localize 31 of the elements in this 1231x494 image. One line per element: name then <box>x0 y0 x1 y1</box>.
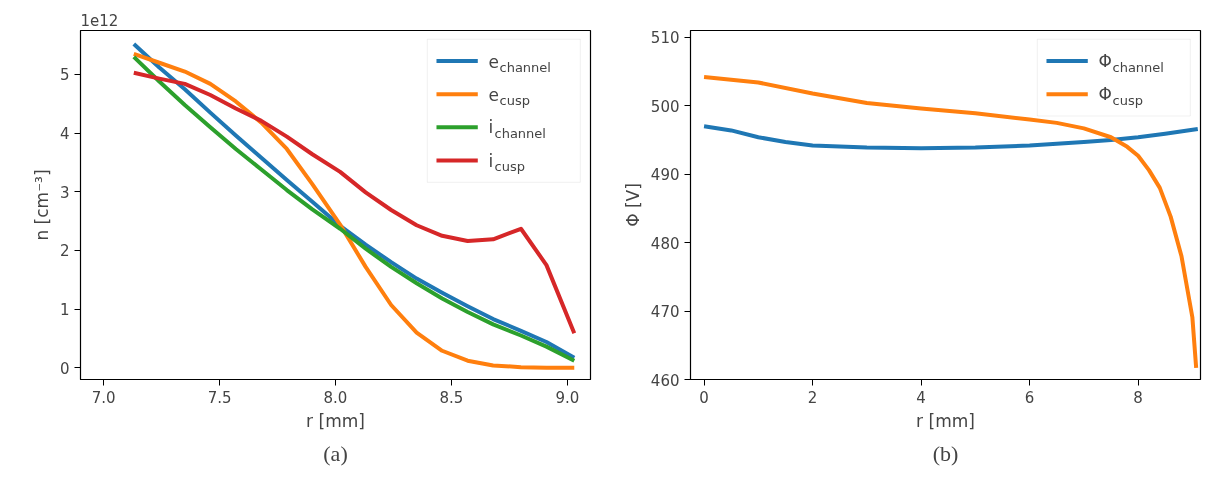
x-axis-title: r [mm] <box>306 410 365 431</box>
x-axis-title: r [mm] <box>916 410 975 431</box>
y-axis-title: n [cm⁻³] <box>31 169 52 241</box>
text: 1e12 <box>80 11 119 30</box>
x-tick-label: 7.0 <box>91 388 116 407</box>
y-axis-title: Φ [V] <box>622 183 643 227</box>
y-tick-label: 4 <box>59 125 70 144</box>
y-tick-label: 5 <box>59 66 70 85</box>
y-tick-label: 0 <box>59 359 70 378</box>
x-tick-label: 8.5 <box>439 388 464 407</box>
y-tick-label: 480 <box>650 234 680 253</box>
y-tick-label: 1 <box>59 301 70 320</box>
x-tick-label: 4 <box>916 388 926 407</box>
y-tick-label: 490 <box>650 166 680 185</box>
x-tick-label: 8.0 <box>323 388 348 407</box>
y-tick-label: 470 <box>650 303 680 322</box>
x-tick-label: 7.5 <box>207 388 232 407</box>
line-series <box>702 75 1199 370</box>
y-tick-label: 2 <box>59 242 70 261</box>
text: (b) <box>932 440 959 466</box>
y-tick-label: 510 <box>650 29 680 48</box>
x-tick-label: 6 <box>1024 388 1035 407</box>
x-tick-label: 9.0 <box>555 388 580 407</box>
line-series <box>702 124 1200 151</box>
x-tick-label: 2 <box>807 388 818 407</box>
x-tick-label: 0 <box>699 388 709 407</box>
x-tick-label: 8 <box>1133 388 1143 407</box>
y-tick-label: 500 <box>650 97 680 116</box>
y-tick-label: 3 <box>59 183 70 202</box>
y-tick-label: 460 <box>650 371 680 390</box>
text: (a) <box>323 440 348 466</box>
